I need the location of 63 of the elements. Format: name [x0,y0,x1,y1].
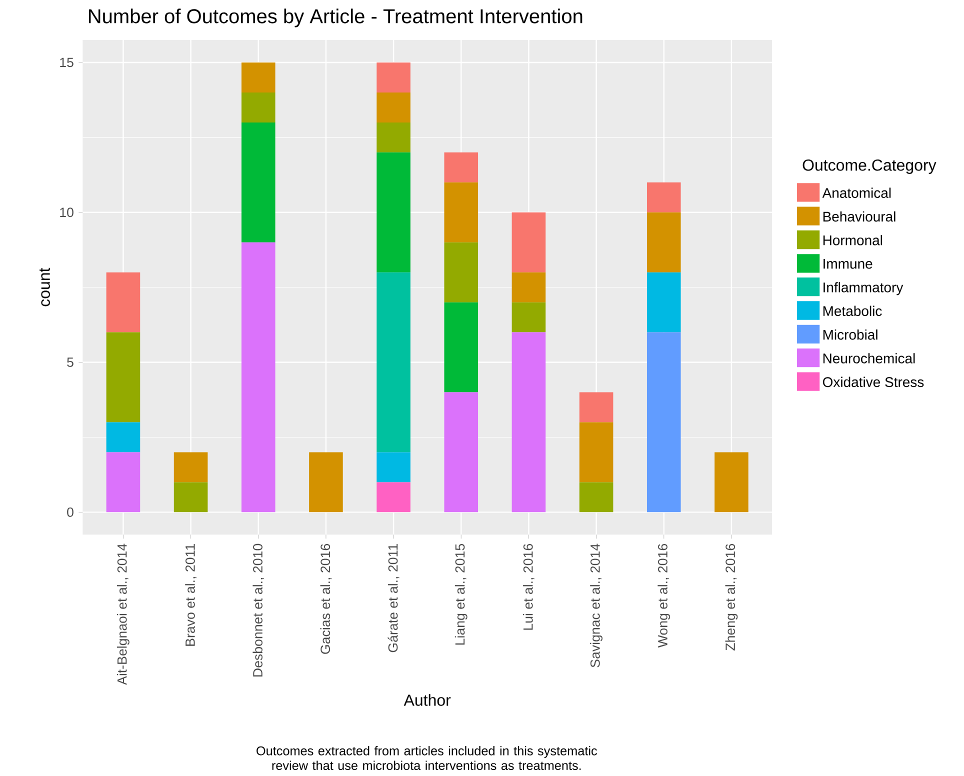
x-tick-label: Wong et al., 2016 [658,544,670,648]
legend-label: Inflammatory [824,282,904,296]
bar [646,182,681,212]
legend-label: Neurochemical [823,353,915,364]
bar [241,62,276,92]
bar [309,452,343,512]
bar [512,332,546,512]
bar [174,452,208,482]
y-tick-label: 10 [60,208,74,218]
x-axis-title: Author [404,694,451,706]
x-tick-label: Lui et al., 2016 [523,544,534,630]
bar [174,482,208,512]
x-tick-label: Liang et al., 2015 [454,544,468,645]
x-tick-label: Zheng et al., 2016 [725,544,738,650]
bar [714,452,748,512]
bar [579,422,614,482]
bar [376,272,410,452]
bar [106,272,140,332]
bar [376,482,410,512]
legend-label: Behavioural [823,211,896,222]
bar [376,152,410,272]
x-tick-label: Ait-Belgnaoi et al., 2014 [117,544,130,685]
bar [579,482,614,512]
bar [512,272,546,302]
bar [444,242,478,302]
legend-label: Oxidative Stress [822,376,924,388]
bar [646,272,681,332]
legend-title: Outcome.Category [802,159,936,174]
legend-label: Microbial [823,329,878,340]
bar [579,392,614,422]
bar [512,212,546,272]
x-tick-label: Bravo et al., 2011 [185,544,196,646]
bar [106,422,140,452]
y-axis-title: count [39,268,50,306]
x-tick-label: Savignac et al., 2014 [590,544,603,668]
bar [106,452,140,512]
legend-label: Immune [824,258,872,269]
bar [106,332,140,422]
y-tick-label: 15 [60,58,74,68]
x-tick-label: Gárate et al., 2011 [388,544,400,652]
legend-label: Anatomical [822,188,891,198]
bar [646,212,681,272]
x-tick-label: Gacias et al., 2016 [320,544,332,654]
text: Outcomes extracted from articles included in this systematic review that use microbiota interventions as treatments. [256,746,598,770]
bar [376,122,410,152]
bar [444,392,478,512]
bar [376,92,410,122]
bar [376,452,410,482]
bar [376,62,410,92]
bar [646,332,681,512]
y-tick-label: 0 [67,507,74,517]
legend-label: Metabolic [823,306,882,316]
legend-label: Hormonal [823,235,882,246]
bar [512,302,546,332]
x-tick-label: Desbonnet et al., 2010 [252,544,264,676]
bar [444,302,478,392]
chart-title: Number of Outcomes by Article - Treatment Intervention [89,8,582,28]
bar [241,92,276,122]
bar [241,242,276,512]
bar [444,152,478,182]
bar [241,122,276,242]
bar [444,182,478,242]
y-tick-label: 5 [67,358,74,367]
